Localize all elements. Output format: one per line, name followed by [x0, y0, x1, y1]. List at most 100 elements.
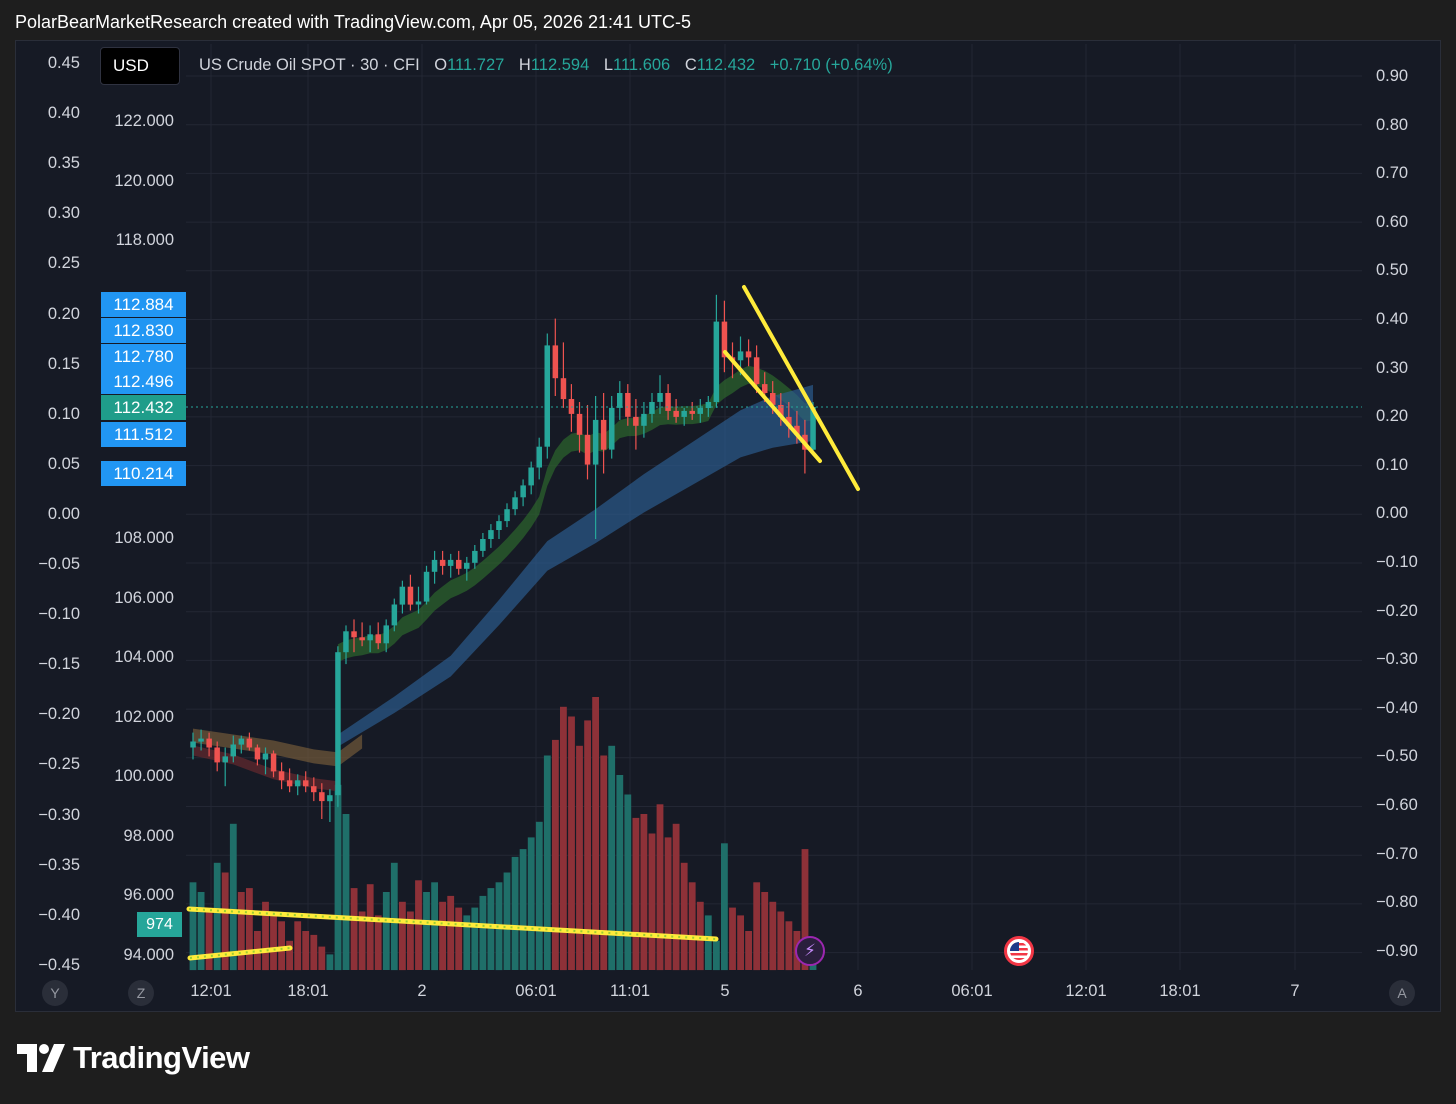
candle [665, 393, 671, 411]
candle [375, 634, 381, 644]
currency-button[interactable]: USD [100, 47, 180, 85]
alert-price-pill[interactable]: 111.512 [101, 422, 186, 447]
alert-price-pill[interactable]: 112.830 [101, 318, 186, 343]
volume-bar [342, 814, 350, 970]
candle [753, 357, 760, 385]
candle [327, 795, 333, 802]
left-axis-tick: −0.25 [38, 755, 80, 774]
volume-bar [584, 720, 591, 970]
alert-price-pill[interactable]: 110.214 [101, 461, 186, 486]
alert-price-pill[interactable]: 112.780 [101, 344, 186, 369]
volume-bar [769, 901, 777, 971]
candle [657, 393, 663, 402]
candle [609, 407, 615, 450]
volume-bar [358, 911, 366, 970]
left-axis-tick: 0.00 [47, 504, 80, 523]
current-price-pill[interactable]: 112.432 [101, 395, 186, 420]
volume-bar [656, 804, 664, 971]
volume-bar [262, 901, 269, 971]
volume-bar [704, 915, 712, 970]
right-axis-tick: −0.20 [1376, 601, 1418, 620]
volume-bar [439, 901, 446, 971]
volume-bar [213, 862, 221, 971]
candle [673, 410, 679, 417]
price-axis-tick: 108.000 [114, 529, 174, 547]
candle [705, 402, 712, 408]
candle [794, 425, 800, 435]
right-axis-tick: 0.20 [1376, 407, 1409, 426]
volume-bar [552, 739, 559, 970]
brown-ribbon [193, 728, 363, 767]
candle [335, 652, 341, 796]
candle [311, 786, 317, 793]
right-axis-tick: −0.50 [1376, 747, 1418, 766]
candle [512, 497, 518, 510]
legend-c-label: C [684, 56, 697, 74]
candle [544, 345, 550, 447]
time-axis-tick: 6 [853, 982, 863, 1000]
volume-bar [640, 814, 648, 970]
right-axis-tick: −0.60 [1376, 796, 1418, 814]
candle [351, 631, 357, 638]
watermark-bar: PolarBearMarketResearch created with Tra… [0, 0, 1456, 40]
left-axis-tick: 0.40 [47, 104, 80, 123]
trendline-lower [723, 350, 822, 463]
volume-bar [527, 837, 535, 970]
z-button[interactable]: Z [128, 980, 154, 1006]
left-axis-tick: −0.30 [38, 805, 80, 824]
candle [810, 407, 816, 450]
candle [190, 741, 196, 748]
auto-scale-button[interactable]: A [1389, 980, 1415, 1006]
volume-bar [399, 901, 406, 971]
volume-bar [624, 794, 632, 970]
candle [633, 416, 639, 426]
volume-bar [801, 849, 809, 970]
price-axis-tick: 118.000 [115, 231, 174, 250]
candle [576, 413, 583, 435]
right-axis-tick: −0.10 [1376, 553, 1418, 571]
price-axis-tick: 98.000 [123, 826, 174, 845]
volume-bar [680, 862, 688, 971]
candle [552, 345, 559, 379]
candle [770, 393, 776, 405]
candle [456, 559, 462, 569]
lightning-icon[interactable]: ⚡ [795, 936, 825, 966]
alert-price-pill[interactable]: 112.884 [101, 292, 186, 317]
time-axis-tick: 06:01 [951, 982, 993, 1000]
candle [286, 780, 293, 787]
candle [592, 419, 599, 465]
right-axis-tick: 0.90 [1376, 67, 1409, 85]
volume-bar [568, 716, 575, 970]
volume-bar [270, 911, 277, 970]
volume-bar [447, 895, 455, 970]
candle [689, 410, 695, 414]
left-axis-tick: −0.45 [38, 955, 80, 974]
candle [568, 399, 575, 414]
alert-price-pill[interactable]: 112.496 [101, 369, 186, 394]
chart-frame[interactable] [15, 40, 1441, 1012]
right-axis-tick: 0.70 [1376, 164, 1409, 183]
volume-bar [713, 940, 720, 971]
candle [198, 738, 204, 742]
candle [625, 393, 631, 417]
y-button[interactable]: Y [42, 980, 68, 1006]
volume-bar [374, 915, 382, 970]
legend-symbol[interactable]: US Crude Oil SPOT · 30 · CFI [199, 56, 420, 74]
legend-h-label: H [518, 56, 531, 74]
candle [278, 771, 285, 781]
volume-bar [632, 817, 640, 970]
volume-bar [415, 880, 422, 970]
volume-bar [205, 911, 213, 970]
us-flag-icon[interactable] [1004, 936, 1034, 966]
candle [447, 559, 454, 566]
volume-bar [616, 775, 624, 970]
candle [270, 753, 277, 772]
candle [528, 467, 534, 486]
right-axis-tick: −0.70 [1376, 844, 1418, 863]
volume-bar [543, 755, 551, 970]
candle [294, 780, 301, 787]
volume-bar [535, 821, 543, 970]
price-axis-tick: 120.000 [114, 171, 174, 190]
price-axis-tick: 94.000 [123, 946, 174, 964]
